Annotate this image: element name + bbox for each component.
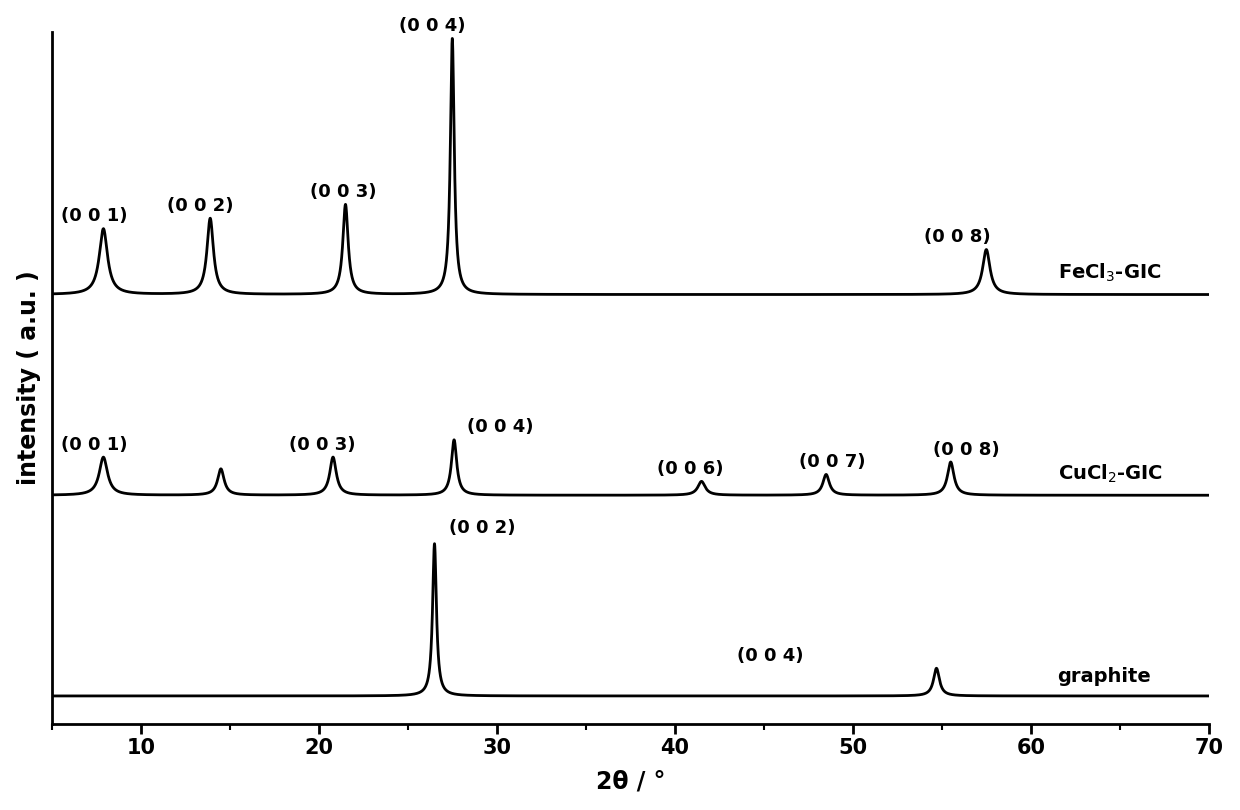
Y-axis label: intensity ( a.u. ): intensity ( a.u. ) bbox=[16, 271, 41, 485]
Text: (0 0 1): (0 0 1) bbox=[61, 207, 128, 225]
Text: FeCl$_3$-GIC: FeCl$_3$-GIC bbox=[1058, 262, 1161, 284]
Text: (0 0 8): (0 0 8) bbox=[924, 228, 991, 246]
Text: (0 0 4): (0 0 4) bbox=[399, 17, 465, 35]
Text: (0 0 1): (0 0 1) bbox=[61, 436, 128, 454]
Text: (0 0 3): (0 0 3) bbox=[289, 436, 355, 454]
Text: (0 0 2): (0 0 2) bbox=[449, 518, 516, 537]
Text: graphite: graphite bbox=[1058, 667, 1151, 685]
Text: CuCl$_2$-GIC: CuCl$_2$-GIC bbox=[1058, 463, 1163, 485]
Text: (0 0 6): (0 0 6) bbox=[657, 460, 723, 478]
Text: (0 0 2): (0 0 2) bbox=[167, 197, 234, 215]
X-axis label: 2θ / °: 2θ / ° bbox=[595, 770, 665, 793]
Text: (0 0 4): (0 0 4) bbox=[737, 647, 804, 665]
Text: (0 0 4): (0 0 4) bbox=[466, 419, 533, 437]
Text: (0 0 7): (0 0 7) bbox=[800, 453, 866, 471]
Text: (0 0 3): (0 0 3) bbox=[310, 183, 377, 201]
Text: (0 0 8): (0 0 8) bbox=[932, 441, 999, 458]
